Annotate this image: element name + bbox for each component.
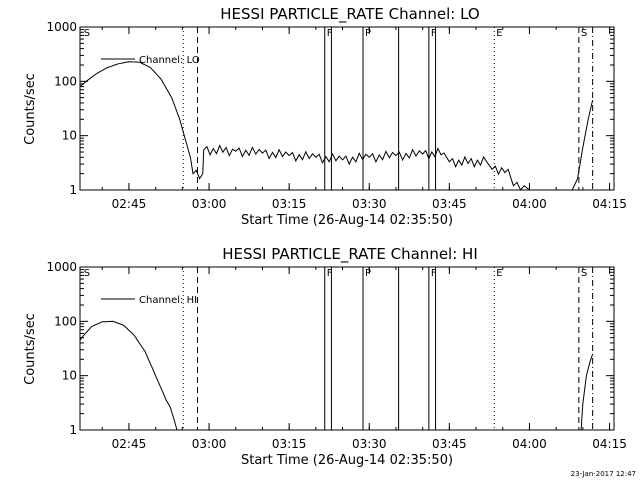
- x-tick-label: 03:00: [192, 437, 227, 451]
- x-tick-label: 03:15: [272, 197, 307, 211]
- flag-label: S: [581, 28, 587, 39]
- flag-label: S: [84, 28, 90, 39]
- y-tick-label: 1000: [46, 260, 77, 274]
- chart-title: HESSI PARTICLE_RATE Channel: LO: [220, 5, 479, 24]
- y-tick-label: 1: [69, 423, 77, 437]
- x-tick-label: 04:00: [512, 437, 547, 451]
- x-tick-label: 03:15: [272, 437, 307, 451]
- flag-label: P: [365, 268, 371, 279]
- x-axis-label: Start Time (26-Aug-14 02:35:50): [241, 213, 453, 228]
- flag-label: F: [327, 28, 333, 39]
- series-lines: [79, 61, 594, 191]
- series-line: [79, 320, 594, 431]
- legend-entry: Channel: HI: [139, 295, 197, 306]
- series-lines: [79, 320, 594, 431]
- plot-frame: [79, 266, 615, 431]
- x-axis-label: Start Time (26-Aug-14 02:35:50): [241, 453, 453, 468]
- y-axis-label: Counts/sec: [23, 73, 38, 145]
- axis-ticks: 02:45 03:00 03:15 03:30 03:45 04:00 04:15 1 10 10…: [46, 20, 626, 211]
- x-tick-label: 03:30: [352, 437, 387, 451]
- y-axis-label: Counts/sec: [23, 313, 38, 385]
- y-tick-label: 100: [54, 314, 77, 328]
- x-tick-label: 03:45: [432, 437, 467, 451]
- flag-label: F: [327, 268, 333, 279]
- plot-frame: [79, 26, 615, 191]
- y-tick-label: 1000: [46, 20, 77, 34]
- legend: Channel: LO: [101, 55, 200, 66]
- y-tick-label: 1: [69, 183, 77, 197]
- panel-hi: HESSI PARTICLE_RATE Channel: HI Counts/s…: [23, 245, 627, 468]
- flag-label: E: [496, 28, 502, 39]
- footer-timestamp: 23-Jan-2017 12:47: [571, 470, 636, 478]
- legend: Channel: HI: [101, 295, 197, 306]
- panel-lo: HESSI PARTICLE_RATE Channel: LO Counts/s…: [23, 5, 627, 228]
- flag-label: E: [496, 268, 502, 279]
- y-tick-label: 100: [54, 74, 77, 88]
- y-tick-label: 10: [62, 129, 77, 143]
- x-tick-label: 03:45: [432, 197, 467, 211]
- x-tick-label: 03:30: [352, 197, 387, 211]
- flag-label: F: [431, 268, 437, 279]
- flag-label: S: [84, 268, 90, 279]
- x-tick-label: 04:00: [512, 197, 547, 211]
- x-tick-label: 02:45: [112, 437, 147, 451]
- flag-label: S: [581, 268, 587, 279]
- x-tick-label: 02:45: [112, 197, 147, 211]
- chart-title: HESSI PARTICLE_RATE Channel: HI: [222, 245, 478, 264]
- flag-label: F: [431, 28, 437, 39]
- x-tick-label: 04:15: [592, 437, 627, 451]
- legend-entry: Channel: LO: [139, 55, 200, 66]
- series-line: [79, 61, 594, 191]
- y-tick-label: 10: [62, 369, 77, 383]
- flag-label: P: [365, 28, 371, 39]
- axis-ticks: 02:45 03:00 03:15 03:30 03:45 04:00 04:15 1 10 10…: [46, 260, 626, 451]
- x-tick-label: 03:00: [192, 197, 227, 211]
- x-tick-label: 04:15: [592, 197, 627, 211]
